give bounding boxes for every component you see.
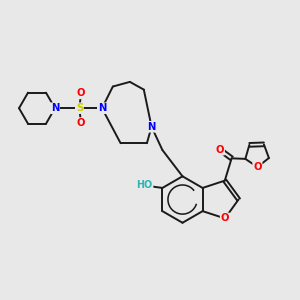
Text: O: O bbox=[253, 162, 262, 172]
Text: S: S bbox=[76, 103, 83, 113]
Text: N: N bbox=[98, 103, 106, 113]
Text: O: O bbox=[77, 118, 85, 128]
Text: N: N bbox=[147, 122, 156, 132]
Text: O: O bbox=[216, 145, 224, 155]
Text: O: O bbox=[77, 88, 85, 98]
Text: HO: HO bbox=[136, 180, 153, 190]
Text: N: N bbox=[51, 103, 59, 113]
Text: O: O bbox=[221, 213, 229, 224]
